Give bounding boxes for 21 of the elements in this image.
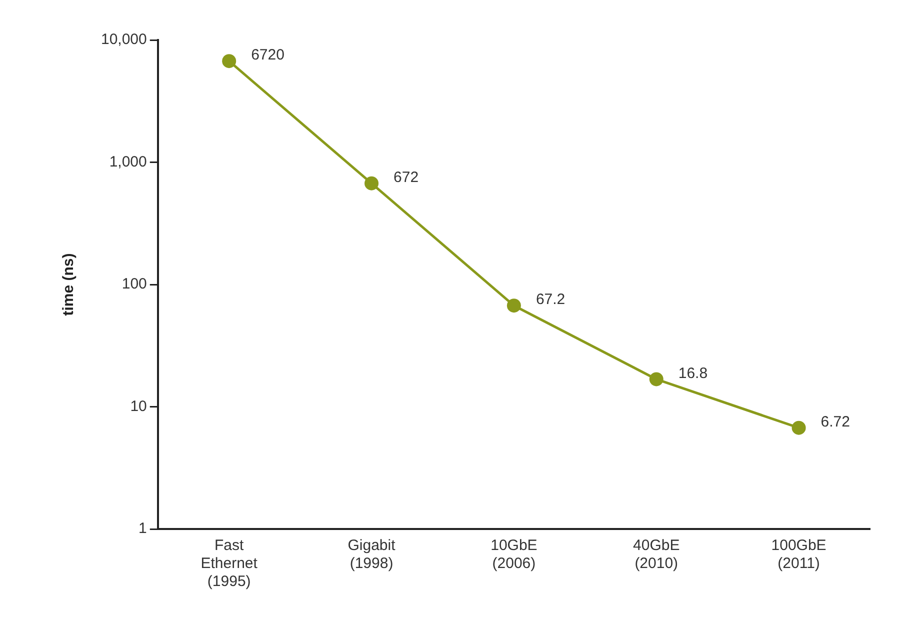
y-tick-label: 10 xyxy=(130,398,147,415)
data-label: 67.2 xyxy=(536,291,566,308)
data-label: 6720 xyxy=(251,46,284,64)
data-label: 16.8 xyxy=(678,364,708,382)
y-tick-label: 100 xyxy=(122,276,147,293)
point xyxy=(792,420,806,435)
y-tick-label: 1,000 xyxy=(109,153,147,170)
x-tick-label: 100GbE (2011) xyxy=(771,537,826,572)
data-label: 6.72 xyxy=(820,413,850,430)
point xyxy=(649,372,664,386)
x-tick-label: Fast Ethernet (1995) xyxy=(200,537,258,590)
x-tick-label: 40GbE (2010) xyxy=(633,537,680,572)
y-tick-label: 1 xyxy=(138,520,147,538)
x-tick-label: 10GbE (2006) xyxy=(490,537,538,572)
point xyxy=(364,176,379,190)
y-axis-title: time (ns) xyxy=(60,253,78,316)
point xyxy=(506,298,521,313)
y-tick-label: 10,000 xyxy=(100,31,147,48)
point xyxy=(222,54,236,68)
x-tick-label: Gigabit (1998) xyxy=(348,537,396,572)
data-label: 672 xyxy=(394,168,419,186)
